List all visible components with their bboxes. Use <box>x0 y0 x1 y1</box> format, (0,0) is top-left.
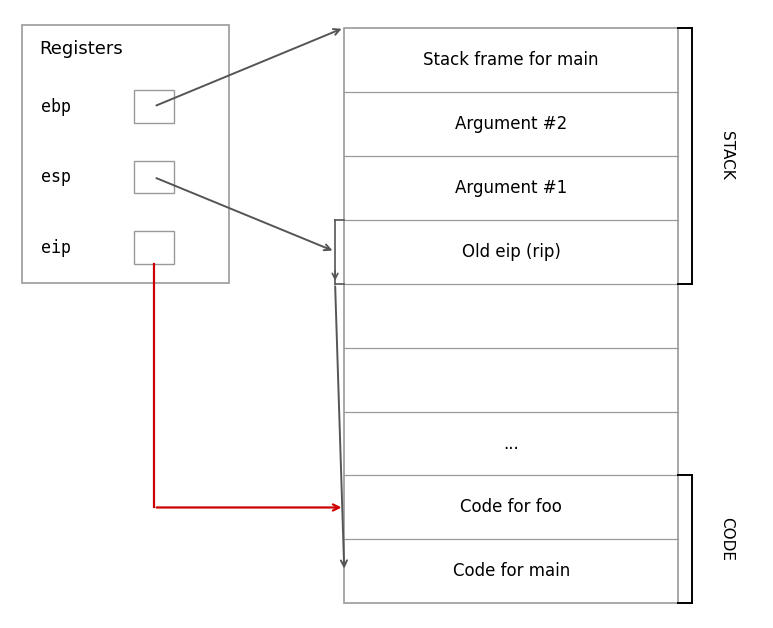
Bar <box>22 24 229 283</box>
Bar <box>134 232 174 264</box>
Text: Old eip (rip): Old eip (rip) <box>461 242 560 261</box>
Text: Code for main: Code for main <box>452 563 570 580</box>
Text: ...: ... <box>503 435 519 453</box>
Text: esp: esp <box>41 168 71 186</box>
Bar <box>134 90 174 122</box>
Text: ebp: ebp <box>41 97 71 116</box>
Text: eip: eip <box>41 239 71 257</box>
Text: Stack frame for main: Stack frame for main <box>424 51 599 68</box>
Text: STACK: STACK <box>719 131 734 180</box>
Text: Argument #1: Argument #1 <box>455 178 567 197</box>
Text: Code for foo: Code for foo <box>460 499 562 516</box>
Text: Argument #2: Argument #2 <box>455 115 567 133</box>
Text: Registers: Registers <box>39 40 123 58</box>
Bar <box>134 161 174 193</box>
Bar <box>344 28 678 604</box>
Text: CODE: CODE <box>719 517 734 561</box>
